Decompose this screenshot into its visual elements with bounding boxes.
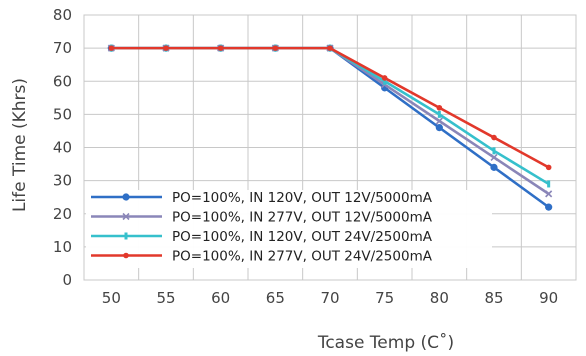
legend-label: PO=100%, IN 120V, OUT 12V/5000mA — [172, 190, 433, 206]
data-point — [383, 77, 387, 85]
x-tick-label: 85 — [484, 289, 503, 307]
legend-entry: PO=100%, IN 120V, OUT 24V/2500mA — [91, 229, 433, 245]
legend-entry: PO=100%, IN 277V, OUT 24V/2500mA — [91, 249, 433, 265]
data-point — [122, 212, 130, 221]
x-tick-labels: 50 55 60 65 70 75 80 85 90 — [102, 289, 558, 307]
y-tick-label: 60 — [53, 72, 72, 90]
data-point — [490, 163, 498, 171]
legend-label: PO=100%, IN 277V, OUT 12V/5000mA — [172, 210, 433, 226]
x-tick-label: 50 — [102, 289, 121, 307]
data-point — [217, 45, 224, 51]
data-point — [545, 190, 553, 198]
legend-entry: PO=100%, IN 277V, OUT 12V/5000mA — [91, 210, 433, 226]
data-point — [327, 45, 333, 51]
data-point-stroke — [122, 212, 130, 221]
data-point-stroke — [490, 153, 498, 162]
data-point — [490, 153, 498, 162]
data-point — [163, 45, 169, 51]
x-tick-label: 55 — [156, 289, 175, 307]
data-point — [545, 203, 553, 211]
y-tick-label: 50 — [53, 105, 72, 123]
y-tick-labels: 0 10 20 30 40 50 60 70 80 — [53, 6, 72, 289]
data-point — [492, 147, 496, 155]
y-tick-label: 0 — [62, 271, 72, 289]
data-point — [435, 117, 443, 125]
y-tick-label: 30 — [53, 172, 72, 190]
data-point-stroke — [435, 117, 443, 125]
series-layer — [107, 44, 553, 211]
x-axis-title: Tcase Temp (C˚) — [317, 332, 454, 353]
y-tick-label: 80 — [53, 6, 72, 24]
x-tick-label: 75 — [375, 289, 394, 307]
legend-entry: PO=100%, IN 120V, OUT 12V/5000mA — [91, 190, 433, 206]
series-2 — [107, 44, 553, 198]
y-tick-label: 10 — [53, 238, 72, 256]
y-tick-label: 20 — [53, 205, 72, 223]
x-tick-label: 70 — [320, 289, 339, 307]
data-point — [123, 252, 129, 259]
series-line — [111, 46, 550, 209]
data-point — [124, 232, 128, 240]
data-point — [437, 110, 441, 118]
y-tick-label: 40 — [53, 139, 72, 157]
grid — [83, 14, 577, 281]
x-tick-label: 80 — [430, 289, 449, 307]
series-line — [111, 46, 550, 195]
legend-label: PO=100%, IN 277V, OUT 24V/2500mA — [172, 249, 433, 265]
data-point — [436, 104, 443, 111]
series-1 — [107, 44, 553, 211]
legend: PO=100%, IN 120V, OUT 12V/5000mA PO=100%,… — [86, 190, 492, 268]
y-tick-label: 70 — [53, 39, 72, 57]
data-point-stroke — [545, 190, 553, 198]
legend-label: PO=100%, IN 120V, OUT 24V/2500mA — [172, 229, 433, 245]
data-point — [122, 193, 130, 201]
data-point — [272, 45, 279, 51]
y-axis-title: Life Time (Khrs) — [10, 78, 30, 212]
data-point — [547, 180, 551, 188]
series-4 — [108, 45, 552, 171]
data-point — [435, 124, 443, 132]
x-tick-label: 60 — [211, 289, 230, 307]
data-point — [381, 75, 388, 81]
x-tick-label: 65 — [266, 289, 285, 307]
x-tick-label: 90 — [539, 289, 558, 307]
series-line — [111, 46, 550, 186]
data-point — [545, 164, 552, 171]
data-point — [108, 45, 115, 51]
series-3 — [109, 44, 551, 188]
data-point — [491, 134, 497, 141]
